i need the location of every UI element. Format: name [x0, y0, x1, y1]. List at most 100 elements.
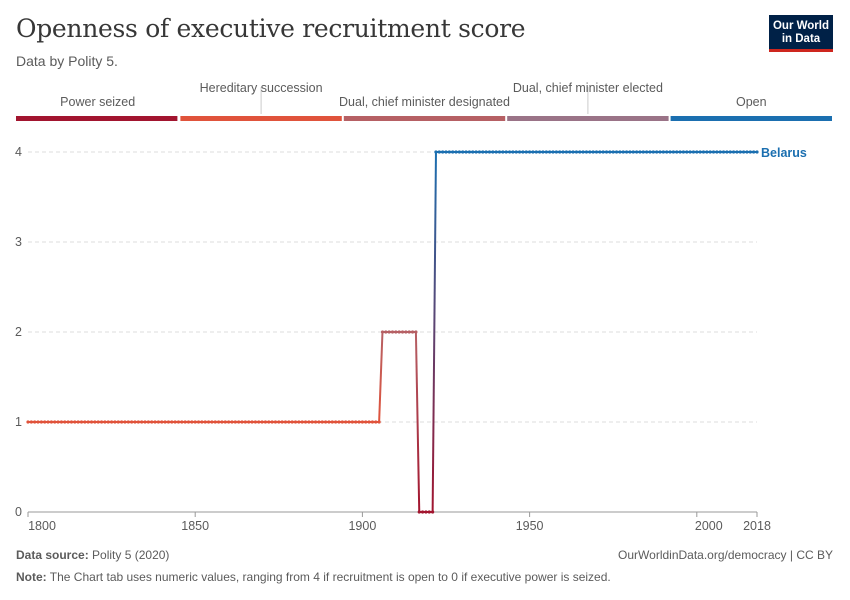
data-point-1935 — [477, 150, 482, 154]
data-point-1974 — [608, 150, 612, 154]
data-point-1891 — [330, 420, 334, 424]
legend-swatch-2[interactable] — [343, 116, 506, 121]
data-point-1881 — [297, 420, 301, 424]
data-point-1853 — [203, 420, 207, 424]
data-point-1830 — [126, 420, 130, 424]
legend-label-2[interactable]: Dual, chief minister designated — [339, 95, 510, 109]
source-url-link[interactable]: OurWorldinData.org/democracy | CC BY — [618, 548, 833, 562]
data-point-1991 — [665, 150, 669, 154]
data-point-1808 — [53, 420, 57, 424]
legend-label-1[interactable]: Hereditary succession — [200, 81, 323, 95]
data-point-1941 — [497, 150, 502, 154]
data-point-1972 — [601, 150, 605, 154]
data-point-1901 — [364, 420, 368, 424]
data-point-1983 — [638, 150, 642, 154]
data-point-1920 — [427, 510, 431, 514]
legend-swatch-1[interactable] — [180, 116, 342, 121]
data-point-1812 — [66, 420, 70, 424]
data-point-1831 — [130, 420, 134, 424]
data-point-1880 — [293, 420, 298, 424]
data-point-1926 — [447, 150, 451, 154]
data-point-1978 — [621, 150, 625, 154]
data-point-1807 — [49, 420, 54, 424]
data-point-1821 — [96, 420, 100, 424]
data-point-2015 — [745, 150, 749, 154]
data-point-1934 — [474, 150, 478, 154]
data-point-1893 — [337, 420, 341, 424]
data-point-2011 — [731, 150, 736, 154]
data-point-1912 — [400, 330, 405, 334]
series-label-0[interactable]: Belarus — [761, 146, 807, 160]
data-point-1837 — [150, 420, 154, 424]
data-point-1839 — [156, 420, 161, 424]
data-point-1818 — [86, 420, 90, 424]
legend-swatch-3[interactable] — [507, 116, 669, 121]
data-point-1801 — [29, 420, 33, 424]
data-point-1865 — [243, 420, 247, 424]
data-point-1931 — [464, 150, 468, 154]
legend-label-0[interactable]: Power seized — [60, 95, 135, 109]
owid-logo[interactable]: Our World in Data — [769, 15, 833, 52]
data-point-1836 — [146, 420, 150, 424]
series-transition-1 — [414, 331, 421, 513]
data-point-1844 — [173, 420, 177, 424]
data-point-1841 — [163, 420, 167, 424]
note-label: Note: — [16, 570, 47, 584]
data-point-1897 — [350, 420, 354, 424]
data-point-1960 — [561, 150, 565, 154]
data-point-1862 — [233, 420, 237, 424]
data-point-1963 — [571, 150, 575, 154]
legend-swatch-0[interactable] — [16, 116, 178, 121]
data-point-1953 — [538, 150, 542, 154]
data-point-1892 — [334, 420, 338, 424]
data-point-1863 — [237, 420, 241, 424]
data-point-1966 — [581, 150, 585, 154]
data-point-1961 — [564, 150, 568, 154]
data-point-1895 — [344, 420, 348, 424]
data-point-1980 — [628, 150, 632, 154]
data-point-1988 — [655, 150, 659, 154]
series-labels: Belarus — [761, 146, 807, 160]
legend-label-4[interactable]: Open — [736, 95, 767, 109]
data-point-1964 — [574, 150, 579, 154]
data-point-1877 — [283, 420, 288, 424]
data-point-1861 — [230, 420, 234, 424]
data-point-1890 — [327, 420, 331, 424]
data-point-1954 — [541, 150, 545, 154]
data-point-2014 — [742, 150, 746, 154]
data-point-1911 — [397, 330, 401, 334]
data-point-1860 — [227, 420, 231, 424]
data-point-1976 — [614, 150, 619, 154]
data-point-1962 — [568, 150, 572, 154]
data-point-1924 — [441, 150, 445, 154]
legend-label-3[interactable]: Dual, chief minister elected — [513, 81, 663, 95]
data-point-1846 — [180, 420, 184, 424]
data-point-1992 — [668, 150, 672, 154]
data-point-2000 — [695, 150, 699, 154]
data-point-1876 — [280, 420, 284, 424]
data-point-1871 — [263, 420, 268, 424]
data-point-1804 — [39, 420, 43, 424]
data-point-1833 — [136, 420, 140, 424]
data-point-1852 — [200, 420, 204, 424]
data-point-1800 — [26, 420, 30, 424]
data-point-2008 — [721, 150, 726, 154]
data-point-1982 — [635, 150, 639, 154]
data-point-1904 — [374, 420, 378, 424]
data-point-1928 — [454, 150, 458, 154]
data-point-1858 — [220, 420, 224, 424]
series-transition-0 — [378, 331, 384, 423]
logo-line-1: Our World — [772, 20, 829, 32]
legend-swatch-4[interactable] — [670, 116, 832, 121]
data-point-1834 — [140, 420, 144, 424]
data-point-1986 — [648, 150, 652, 154]
y-tick-label-1: 1 — [15, 415, 22, 429]
color-legend: Power seized Hereditary succession Dual, c… — [16, 81, 832, 121]
data-point-1917 — [417, 510, 421, 514]
y-tick-label-0: 0 — [15, 505, 22, 519]
data-point-1815 — [76, 420, 80, 424]
x-tick-label-2000: 2000 — [695, 519, 723, 533]
data-point-1902 — [367, 420, 371, 424]
data-point-1914 — [407, 330, 411, 334]
data-point-2006 — [715, 150, 719, 154]
